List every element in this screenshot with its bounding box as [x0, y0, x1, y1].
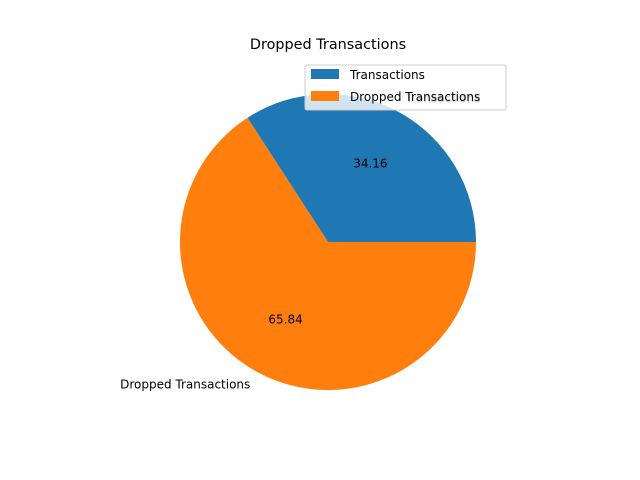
legend-frame [304, 64, 507, 111]
chart-title: Dropped Transactions [250, 37, 406, 53]
legend-label-dropped-transactions: Dropped Transactions [350, 90, 480, 104]
legend-label-transactions: Transactions [349, 68, 425, 82]
slice-transactions [247, 93, 476, 242]
slice-value-labels: 34.16 65.84 [268, 156, 387, 326]
legend-swatch-transactions [311, 69, 339, 79]
slice-dropped-transactions [180, 117, 477, 390]
slice-value-transactions: 34.16 [353, 156, 387, 170]
legend: Transactions Dropped Transactions [304, 64, 507, 111]
legend-swatch-dropped-transactions [311, 91, 339, 101]
pie-slices [180, 93, 477, 390]
slice-label-dropped-transactions: Dropped Transactions [120, 378, 250, 392]
slice-value-dropped-transactions: 65.84 [268, 313, 302, 327]
